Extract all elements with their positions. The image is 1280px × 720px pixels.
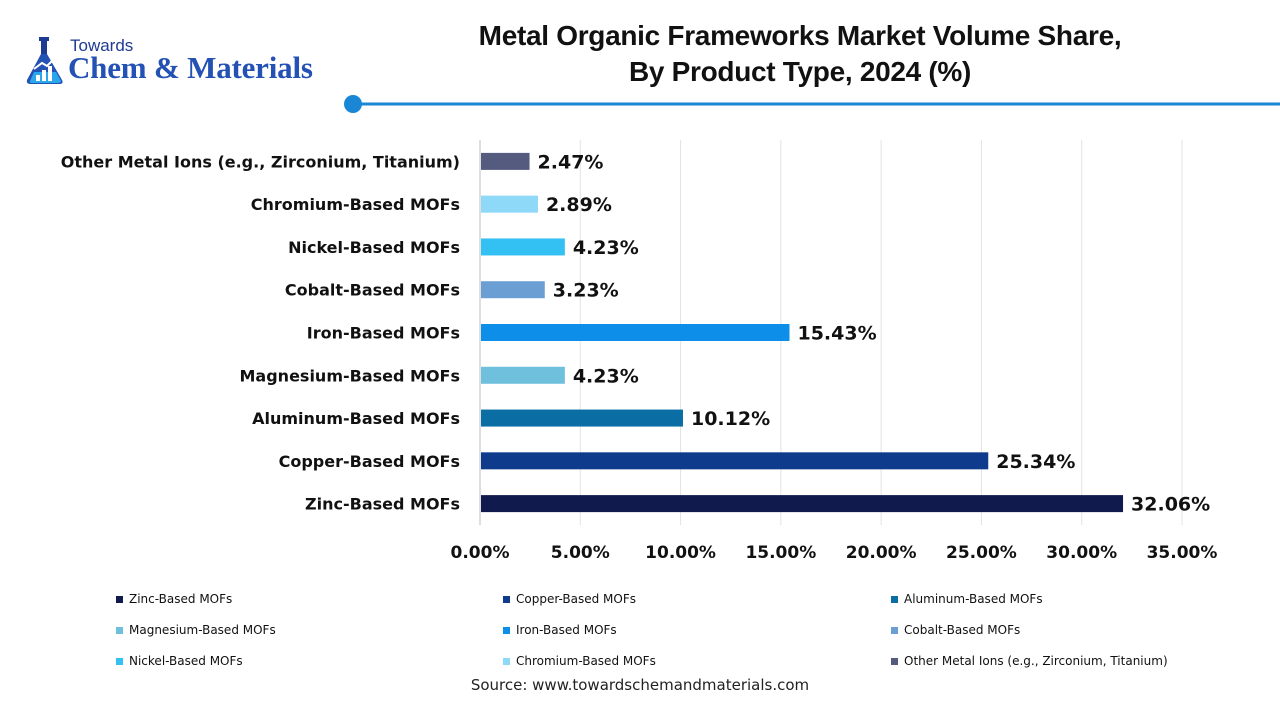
legend-swatch <box>116 657 123 665</box>
data-label: 25.34% <box>996 451 1075 473</box>
bar <box>481 366 565 384</box>
bar <box>481 152 530 170</box>
x-tick-label: 35.00% <box>1147 543 1218 563</box>
bar <box>481 195 538 213</box>
brand-logo: Towards Chem & Materials <box>22 36 342 88</box>
legend-label: Other Metal Ions (e.g., Zirconium, Titan… <box>904 654 1168 668</box>
legend-swatch <box>891 626 898 634</box>
data-label: 2.47% <box>538 151 604 173</box>
chart-title: Metal Organic Frameworks Market Volume S… <box>380 18 1220 90</box>
category-label: Cobalt-Based MOFs <box>285 281 460 300</box>
legend-item: Aluminum-Based MOFs <box>891 592 1043 606</box>
legend-label: Iron-Based MOFs <box>516 623 617 637</box>
x-tick-label: 10.00% <box>645 543 716 563</box>
legend-item: Zinc-Based MOFs <box>116 592 232 606</box>
legend-item: Other Metal Ions (e.g., Zirconium, Titan… <box>891 654 1168 668</box>
x-tick-label: 30.00% <box>1046 543 1117 563</box>
data-label: 10.12% <box>691 408 770 430</box>
bar <box>481 324 790 341</box>
bar <box>481 452 989 470</box>
flask-icon <box>26 37 63 84</box>
legend-swatch <box>891 595 898 603</box>
legend: Zinc-Based MOFs Copper-Based MOFs Aluminum… <box>116 592 1236 682</box>
x-tick-label: 25.00% <box>946 543 1017 563</box>
data-label: 4.23% <box>573 365 639 387</box>
chart-title-line2: By Product Type, 2024 (%) <box>628 56 972 87</box>
legend-swatch <box>116 595 123 603</box>
bars <box>481 152 1124 513</box>
source-note: Source: www.towardschemandmaterials.com <box>470 676 810 694</box>
bar <box>481 281 545 299</box>
legend-swatch <box>116 626 123 634</box>
legend-swatch <box>503 657 510 665</box>
legend-label: Aluminum-Based MOFs <box>904 592 1043 606</box>
category-label: Copper-Based MOFs <box>279 452 460 471</box>
legend-label: Zinc-Based MOFs <box>129 592 233 606</box>
bar-chart: 2.47% Other Metal Ions (e.g., Zirconium, … <box>61 140 1218 563</box>
legend-label: Cobalt-Based MOFs <box>904 623 1021 637</box>
legend-label: Nickel-Based MOFs <box>129 654 243 668</box>
legend-item: Iron-Based MOFs <box>503 623 617 637</box>
brand-line2: Chem & Materials <box>68 50 313 85</box>
data-label: 4.23% <box>573 237 639 259</box>
x-tick-label: 20.00% <box>846 543 917 563</box>
x-tick-label: 5.00% <box>551 543 610 563</box>
legend-label: Magnesium-Based MOFs <box>129 623 276 637</box>
category-label: Zinc-Based MOFs <box>305 495 460 514</box>
legend-label: Copper-Based MOFs <box>516 592 637 606</box>
legend-swatch <box>503 595 510 603</box>
title-divider <box>344 95 1280 113</box>
category-labels: 2.47% Other Metal Ions (e.g., Zirconium, … <box>61 151 1210 515</box>
data-label: 32.06% <box>1131 494 1210 516</box>
data-label: 3.23% <box>553 280 619 302</box>
x-tick-labels: 0.00% 5.00% 10.00% 15.00% 20.00% 25.00% 30.00%… <box>451 543 1218 563</box>
category-label: Chromium-Based MOFs <box>251 195 460 214</box>
legend-item: Cobalt-Based MOFs <box>891 623 1020 637</box>
category-label: Magnesium-Based MOFs <box>240 366 461 385</box>
legend-item: Nickel-Based MOFs <box>116 654 243 668</box>
bar <box>481 409 683 427</box>
data-label: 15.43% <box>797 323 876 345</box>
legend-label: Chromium-Based MOFs <box>516 654 656 668</box>
category-label: Nickel-Based MOFs <box>288 238 460 257</box>
category-label: Aluminum-Based MOFs <box>252 409 460 428</box>
data-label: 2.89% <box>546 194 612 216</box>
legend-item: Chromium-Based MOFs <box>503 654 656 668</box>
legend-swatch <box>891 657 898 665</box>
category-label: Other Metal Ions (e.g., Zirconium, Titan… <box>61 152 460 171</box>
brand-line1: Towards <box>70 36 134 55</box>
bar <box>481 495 1124 513</box>
bar <box>481 238 565 256</box>
x-tick-label: 15.00% <box>745 543 816 563</box>
legend-swatch <box>503 626 510 634</box>
category-label: Iron-Based MOFs <box>307 324 460 343</box>
x-tick-label: 0.00% <box>451 543 510 563</box>
legend-item: Copper-Based MOFs <box>503 592 636 606</box>
legend-item: Magnesium-Based MOFs <box>116 623 276 637</box>
chart-title-line1: Metal Organic Frameworks Market Volume S… <box>478 20 1122 51</box>
